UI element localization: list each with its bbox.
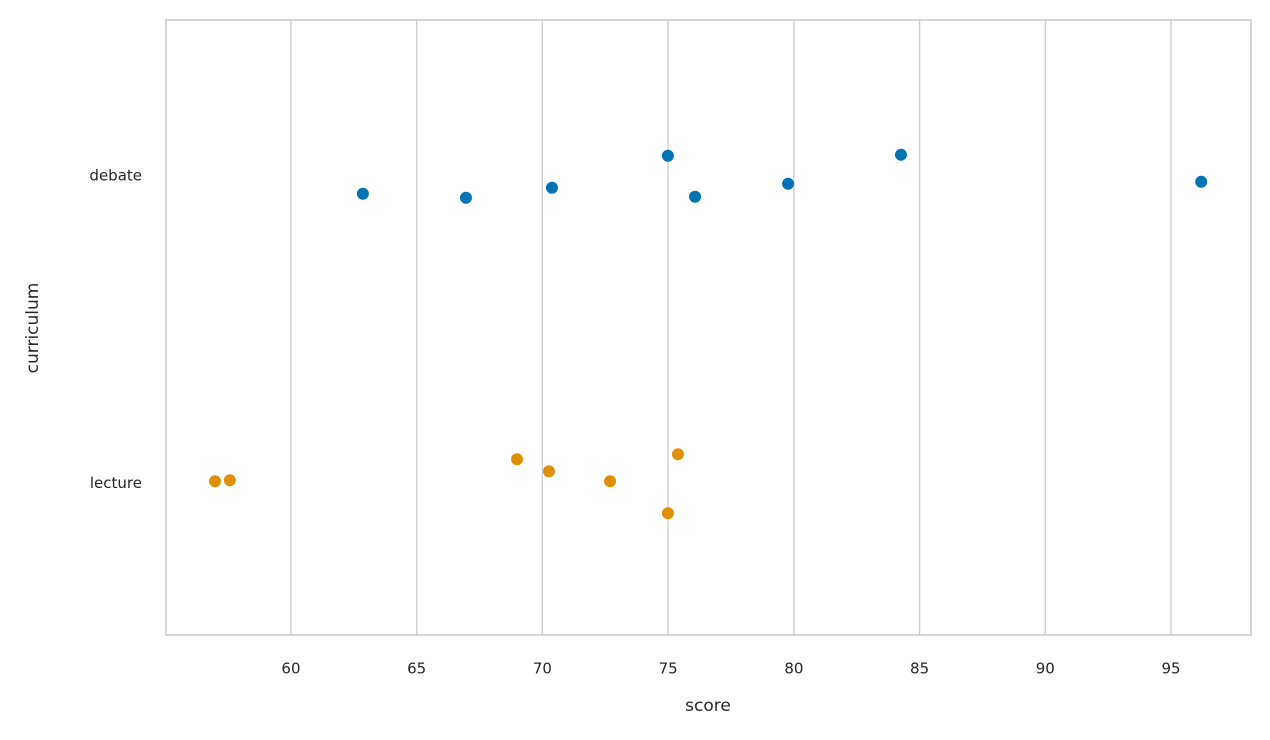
x-tick-label: 60 [281,660,300,678]
point [356,187,369,200]
x-tick-label: 70 [533,660,552,678]
plot-frame [165,19,1252,636]
y-axis-label: curriculum [23,283,43,374]
point [1195,175,1208,188]
point [689,190,702,203]
y-tick-label: lecture [90,474,142,492]
x-tick-label: 90 [1036,660,1055,678]
x-tick-label: 65 [407,660,426,678]
point [545,181,558,194]
point [894,148,907,161]
point [223,474,236,487]
x-tick-label: 85 [910,660,929,678]
x-tick-label: 95 [1161,660,1180,678]
point [459,191,472,204]
point [661,507,674,520]
x-axis-label: score [685,696,731,716]
x-tick-label: 75 [659,660,678,678]
point [511,453,524,466]
point [661,149,674,162]
point [542,465,555,478]
y-tick-label: debate [89,166,142,184]
point [782,177,795,190]
point [209,475,222,488]
point [671,448,684,461]
x-tick-label: 80 [784,660,803,678]
point [604,475,617,488]
